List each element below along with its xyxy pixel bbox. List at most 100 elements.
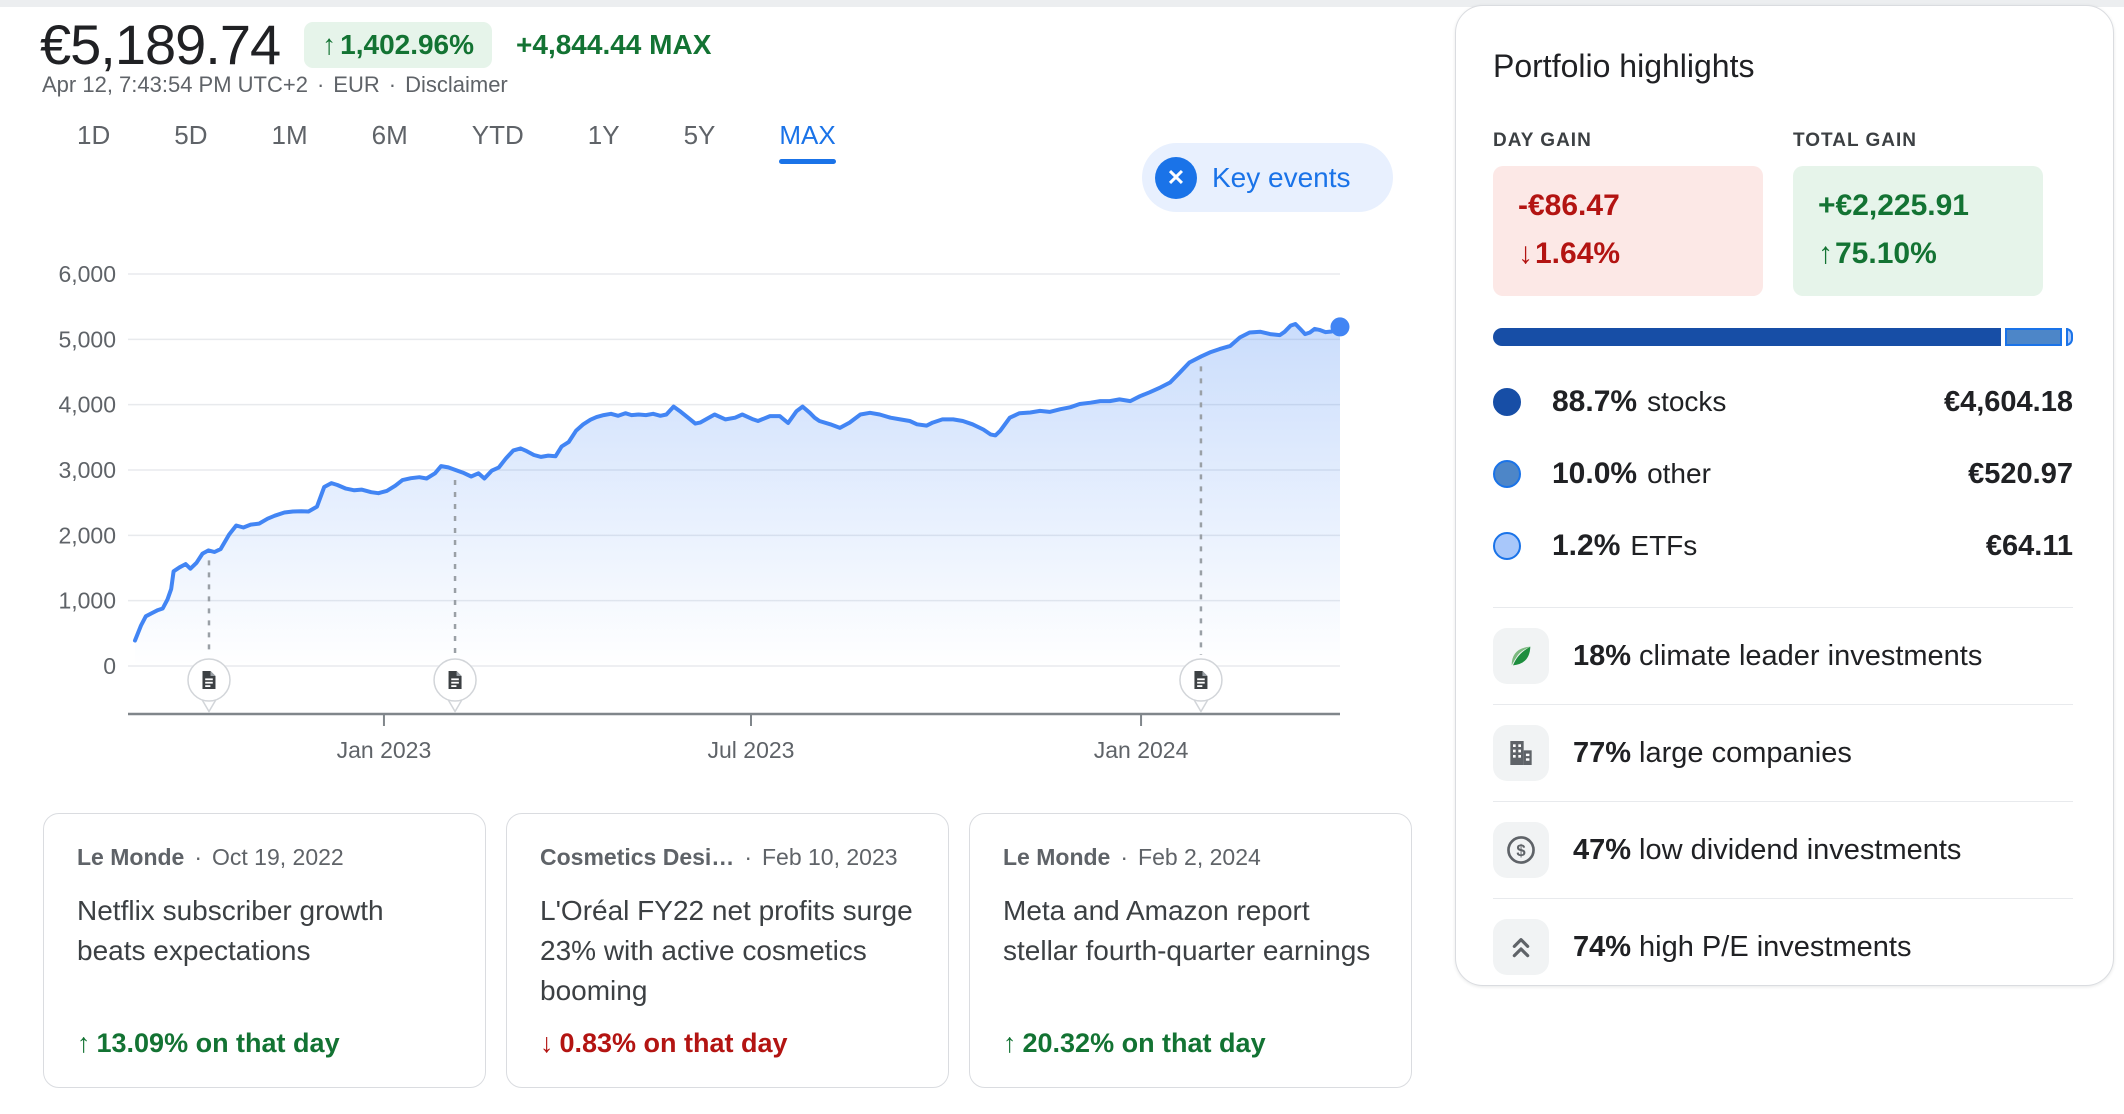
allocation-legend: 88.7% stocks €4,604.18 10.0% other €520.97 1.2…: [1493, 366, 2073, 582]
allocation-color-dot: [1493, 388, 1521, 416]
insight-percent: 74%: [1573, 930, 1632, 963]
total-gain-percent: 75.10%: [1835, 237, 1937, 270]
tab-range-5d[interactable]: 5D: [174, 120, 207, 151]
arrow-down-icon: ↓: [1518, 237, 1533, 270]
chart-end-point-dot: [1330, 317, 1350, 337]
allocation-row-other: 10.0% other €520.97: [1493, 438, 2073, 510]
insight-percent: 18%: [1573, 639, 1632, 672]
key-events-label: Key events: [1212, 161, 1351, 193]
insight-row: 74% high P/E investments: [1493, 898, 2073, 995]
arrow-up-icon: ↑: [322, 28, 337, 60]
key-events-news-row: Le Monde · Oct 19, 2022 Netflix subscriber …: [43, 813, 1412, 1088]
total-gain-label: TOTAL GAIN: [1793, 130, 1917, 151]
tab-range-ytd[interactable]: YTD: [472, 120, 524, 151]
news-day-change-text: 13.09% on that day: [96, 1028, 340, 1058]
insight-text: 77% large companies: [1573, 736, 1852, 769]
change-absolute-value: +4,844.44 MAX: [516, 28, 712, 60]
portfolio-value: €5,189.74: [40, 13, 281, 76]
chart-area-fill: [135, 324, 1340, 666]
tab-range-1m[interactable]: 1M: [272, 120, 308, 151]
separator-dot: ·: [1120, 844, 1129, 870]
insight-row: 77% large companies: [1493, 704, 2073, 801]
portfolio-highlights-title: Portfolio highlights: [1493, 48, 1755, 84]
tab-range-6m[interactable]: 6M: [372, 120, 408, 151]
separator-dot: ·: [744, 844, 752, 870]
separator-dot: ·: [194, 844, 203, 870]
allocation-bar-segment-stocks: [1493, 328, 2001, 346]
x-axis-tick-label: Jan 2023: [337, 737, 432, 763]
tab-label: MAX: [779, 120, 836, 150]
key-event-marker[interactable]: [433, 658, 477, 713]
change-percent-value: 1,402.96%: [340, 28, 475, 60]
quote-timestamp: Apr 12, 7:43:54 PM UTC+2: [42, 72, 308, 97]
arrow-down-icon: ↓: [540, 1028, 554, 1058]
insight-row: $47% low dividend investments: [1493, 801, 2073, 898]
day-gain-box: -€86.47 ↓1.64%: [1493, 166, 1763, 296]
window-top-strip: [0, 0, 2124, 7]
day-gain-label: DAY GAIN: [1493, 130, 1592, 151]
news-card[interactable]: Le Monde · Feb 2, 2024 Meta and Amazon repo…: [969, 813, 1412, 1088]
disclaimer-link[interactable]: Disclaimer: [405, 72, 508, 97]
close-circle-icon[interactable]: ✕: [1155, 156, 1197, 199]
separator-dot: ·: [316, 72, 325, 97]
insight-percent: 47%: [1573, 833, 1632, 866]
key-event-marker[interactable]: [187, 658, 231, 713]
y-axis-tick-label: 1,000: [58, 588, 116, 614]
portfolio-highlights-card: Portfolio highlights DAY GAIN TOTAL GAIN…: [1455, 5, 2114, 986]
news-source: Cosmetics Desi…: [540, 844, 735, 870]
insight-row: 18% climate leader investments: [1493, 607, 2073, 704]
news-card[interactable]: Le Monde · Oct 19, 2022 Netflix subscriber …: [43, 813, 486, 1088]
allocation-name: other: [1647, 458, 1711, 489]
news-source-row: Cosmetics Desi… · Feb 10, 2023: [540, 844, 916, 871]
news-day-change-text: 0.83% on that day: [559, 1028, 788, 1058]
tab-range-max[interactable]: MAX: [779, 120, 836, 164]
y-axis-tick-label: 4,000: [58, 392, 116, 418]
x-axis-tick-label: Jul 2023: [708, 737, 795, 763]
active-tab-underline: [779, 159, 836, 164]
tab-range-1d[interactable]: 1D: [77, 120, 110, 151]
tab-label: 1D: [77, 120, 111, 150]
svg-text:$: $: [1516, 841, 1526, 860]
tab-label: 6M: [371, 120, 408, 150]
y-axis-tick-label: 3,000: [58, 457, 116, 483]
y-axis-tick-label: 0: [103, 653, 116, 679]
news-day-change: ↓ 0.83% on that day: [540, 1028, 916, 1059]
x-axis-tick-label: Jan 2024: [1094, 737, 1189, 763]
news-headline: Netflix subscriber growth beats expectat…: [77, 895, 384, 966]
day-gain-amount: -€86.47: [1518, 189, 1620, 222]
key-events-button[interactable]: ✕ Key events: [1142, 143, 1393, 212]
chart-line: [133, 322, 1342, 643]
change-percent-badge: ↑ 1,402.96%: [304, 21, 493, 68]
leaf-icon: [1493, 628, 1549, 684]
news-source: Le Monde: [1003, 844, 1111, 870]
arrow-up-icon: ↑: [1003, 1028, 1017, 1058]
y-axis-tick-label: 2,000: [58, 522, 116, 548]
allocation-bar: [1493, 328, 2073, 346]
dollar-circle-icon: $: [1493, 822, 1549, 878]
arrow-up-icon: ↑: [77, 1028, 91, 1058]
tab-label: 1Y: [587, 120, 620, 150]
news-date: Feb 2, 2024: [1138, 844, 1261, 870]
news-source-row: Le Monde · Oct 19, 2022: [77, 844, 453, 871]
allocation-percent: 88.7%: [1552, 385, 1638, 418]
allocation-color-dot: [1493, 532, 1521, 560]
document-icon: [1194, 671, 1208, 689]
allocation-row-ETFs: 1.2% ETFs €64.11: [1493, 510, 2073, 582]
news-card[interactable]: Cosmetics Desi… · Feb 10, 2023 L'Oréal FY22…: [506, 813, 949, 1088]
news-date: Feb 10, 2023: [761, 844, 898, 870]
tab-range-1y[interactable]: 1Y: [588, 120, 620, 151]
arrow-up-icon: ↑: [1818, 237, 1833, 270]
time-range-tabs: 1D 5D 1M 6M YTD 1Y 5Y MAX: [77, 120, 836, 164]
portfolio-insights-list: 18% climate leader investments 77% large co…: [1493, 607, 2073, 995]
tab-range-5y[interactable]: 5Y: [684, 120, 716, 151]
portfolio-value-chart[interactable]: 0 1,000 2,000 3,000 4,000 5,000 6,000 Jan 2023 J…: [0, 255, 1450, 785]
y-axis-tick-label: 5,000: [58, 326, 116, 352]
allocation-percent: 10.0%: [1552, 457, 1638, 490]
y-axis-tick-label: 6,000: [58, 261, 116, 287]
insight-text: 74% high P/E investments: [1573, 930, 1912, 963]
key-event-marker[interactable]: [1179, 658, 1223, 713]
document-icon: [448, 671, 462, 689]
news-source: Le Monde: [77, 844, 185, 870]
total-gain-box: +€2,225.91 ↑75.10%: [1793, 166, 2043, 296]
document-icon: [202, 671, 216, 689]
